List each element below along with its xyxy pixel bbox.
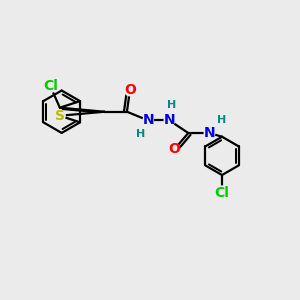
- Circle shape: [124, 85, 135, 96]
- Text: H: H: [136, 129, 145, 139]
- Text: O: O: [124, 83, 136, 98]
- Text: N: N: [142, 113, 154, 128]
- Text: H: H: [218, 116, 227, 125]
- Circle shape: [204, 128, 215, 138]
- Circle shape: [169, 144, 180, 154]
- Circle shape: [55, 110, 65, 121]
- Circle shape: [168, 102, 176, 109]
- Circle shape: [137, 130, 145, 138]
- Text: Cl: Cl: [43, 79, 58, 93]
- Text: S: S: [55, 109, 65, 123]
- Circle shape: [216, 186, 229, 199]
- Circle shape: [218, 117, 226, 124]
- Circle shape: [143, 115, 154, 126]
- Text: H: H: [167, 100, 177, 110]
- Text: O: O: [169, 142, 180, 156]
- Text: Cl: Cl: [214, 185, 230, 200]
- Text: N: N: [204, 126, 215, 140]
- Circle shape: [44, 80, 57, 92]
- Text: N: N: [164, 113, 175, 128]
- Circle shape: [164, 115, 175, 126]
